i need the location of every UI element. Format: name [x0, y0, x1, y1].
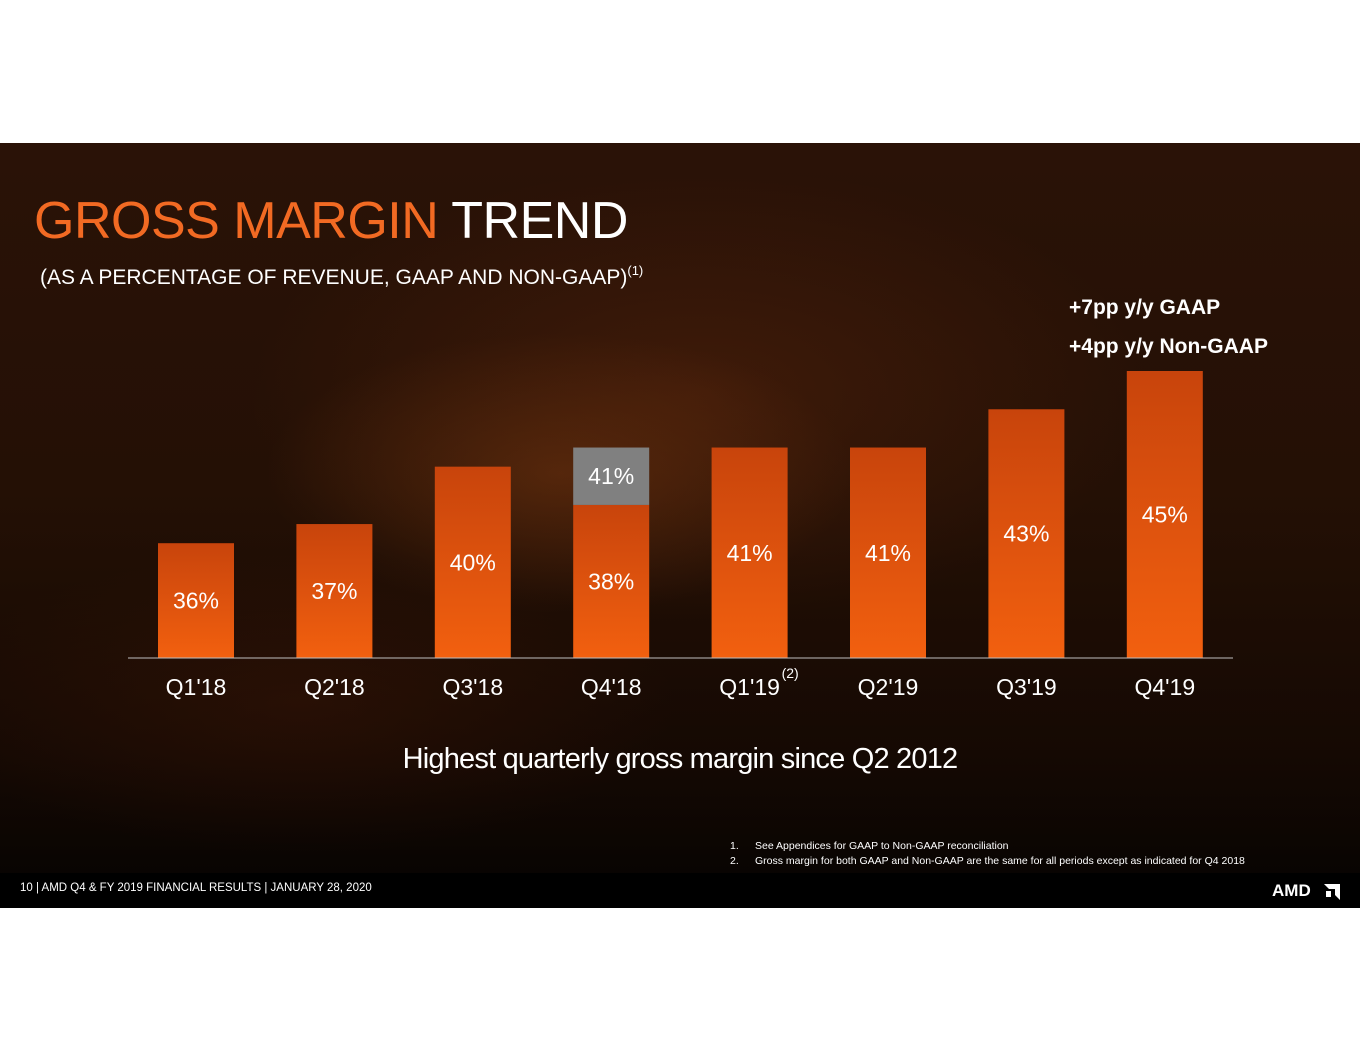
title-accent: GROSS MARGIN [34, 192, 439, 250]
bar-value-label: 41% [865, 540, 911, 566]
footer-bar [0, 873, 1360, 908]
title-rest: TREND [451, 192, 628, 250]
x-tick-label: Q3'18 [442, 674, 503, 700]
callout-text: Highest quarterly gross margin since Q2 … [402, 743, 959, 775]
bar [434, 466, 511, 658]
x-tick-label: Q4'18 [581, 674, 642, 700]
footnote-number: 2. [730, 855, 739, 867]
footnote-2: 2. Gross margin for both GAAP and Non-GAA… [730, 854, 1245, 869]
bar-value-label: 37% [311, 578, 357, 604]
footnotes: 1. See Appendices for GAAP to Non-GAAP re… [730, 839, 1245, 869]
x-tick-label: Q1'18 [166, 674, 227, 700]
subtitle-text: (AS A PERCENTAGE OF REVENUE, GAAP AND NO… [40, 266, 628, 289]
bar-non-gaap [573, 447, 650, 505]
footnote-1: 1. See Appendices for GAAP to Non-GAAP re… [730, 839, 1245, 854]
footer-text: 10 | AMD Q4 & FY 2019 FINANCIAL RESULTS … [20, 882, 372, 894]
footnote-text: Gross margin for both GAAP and Non-GAAP … [755, 855, 1245, 867]
bar-value-label: 43% [1003, 521, 1049, 547]
x-tick-label: Q4'19 [1134, 674, 1195, 700]
bar-value-label: 40% [450, 549, 496, 575]
growth-non-gaap: +4pp y/y Non-GAAP [1069, 335, 1268, 358]
bar [850, 447, 926, 658]
bar [158, 543, 234, 658]
amd-logo-text: AMD [1272, 881, 1311, 900]
bar [296, 524, 373, 658]
slide-title: GROSS MARGIN TREND [34, 191, 628, 251]
x-tick-label: Q3'19 [996, 674, 1057, 700]
amd-logo: AMD [1272, 881, 1340, 900]
footnote-number: 1. [730, 840, 739, 852]
bar [1126, 371, 1203, 658]
amd-arrow-tail [1326, 891, 1331, 897]
bar-non-gaap-label: 41% [588, 463, 634, 489]
slide: GROSS MARGIN TREND (AS A PERCENTAGE OF R… [0, 143, 1360, 908]
bar-value-label: 41% [727, 540, 773, 566]
bar-value-label: 38% [588, 568, 634, 594]
bar [711, 447, 788, 658]
amd-arrow-icon [1324, 884, 1340, 900]
x-tick-label: Q2'19 [858, 674, 919, 700]
bar-chart: 36% Q1'18 37% Q2'18 40% Q3'18 38% 41% Q4'18 41% Q1… [128, 371, 1233, 700]
bar [573, 504, 650, 658]
bar-value-label: 36% [173, 588, 219, 614]
subtitle-footnote-ref: (1) [627, 263, 644, 278]
footnote-text: See Appendices for GAAP to Non-GAAP reco… [755, 840, 1009, 852]
x-tick-label: Q1'19 [719, 674, 780, 700]
growth-gaap: +7pp y/y GAAP [1069, 296, 1221, 319]
x-tick-footnote: (2) [782, 665, 799, 681]
slide-subtitle: (AS A PERCENTAGE OF REVENUE, GAAP AND NO… [40, 263, 643, 290]
x-tick-label: Q2'18 [304, 674, 365, 700]
bar [988, 409, 1065, 658]
bar-value-label: 45% [1142, 502, 1188, 528]
